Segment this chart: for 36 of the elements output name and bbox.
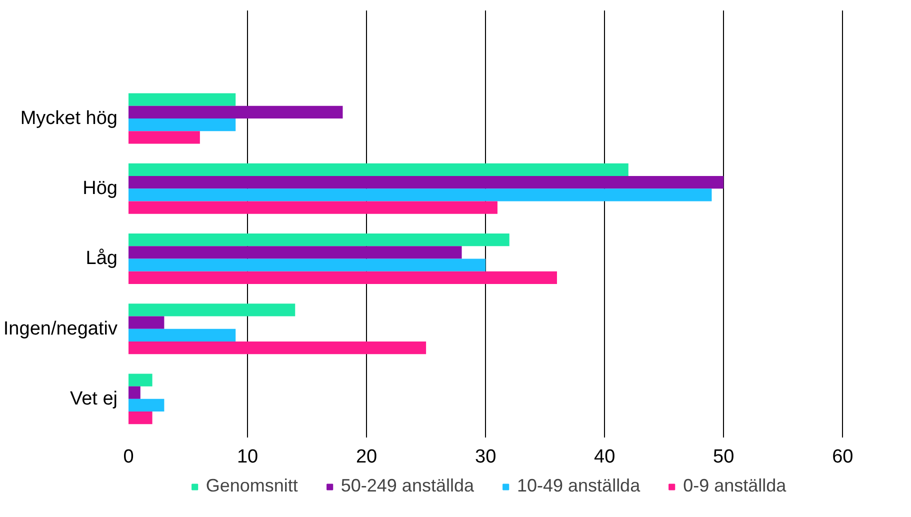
legend-label: 10-49 anställda	[516, 476, 640, 496]
bar	[128, 106, 343, 118]
bar	[128, 93, 236, 106]
bar	[128, 188, 712, 202]
y-tick-label: Mycket hög	[20, 108, 118, 129]
legend-label: 0-9 anställda	[683, 476, 786, 496]
bar	[128, 374, 152, 386]
y-tick-label: Hög	[82, 178, 118, 200]
x-tick-label: 60	[832, 446, 854, 468]
bar	[128, 201, 498, 214]
bar	[128, 304, 296, 316]
bar	[128, 341, 426, 354]
bar	[128, 233, 510, 246]
bar	[128, 412, 152, 424]
x-tick-label: 40	[594, 446, 616, 468]
bar	[128, 176, 724, 189]
y-tick-label: Låg	[86, 248, 118, 270]
x-tick-label: 20	[356, 446, 378, 468]
bar	[128, 246, 462, 259]
bar	[128, 386, 140, 399]
bar	[128, 271, 557, 284]
legend-label: 50-249 anställda	[340, 476, 474, 496]
bar	[128, 163, 628, 176]
bar	[128, 316, 164, 329]
y-tick-label: Vet ej	[70, 388, 118, 410]
y-tick-label: Ingen/negativ	[3, 318, 118, 340]
x-tick-label: 0	[123, 446, 134, 468]
bar	[128, 131, 200, 144]
legend-label: Genomsnitt	[206, 476, 298, 496]
bar	[128, 258, 486, 272]
bar	[128, 118, 236, 132]
x-tick-label: 50	[713, 446, 734, 468]
bar	[128, 398, 164, 412]
x-tick-label: 10	[236, 446, 258, 468]
bar	[128, 328, 236, 342]
x-tick-label: 30	[475, 446, 496, 468]
